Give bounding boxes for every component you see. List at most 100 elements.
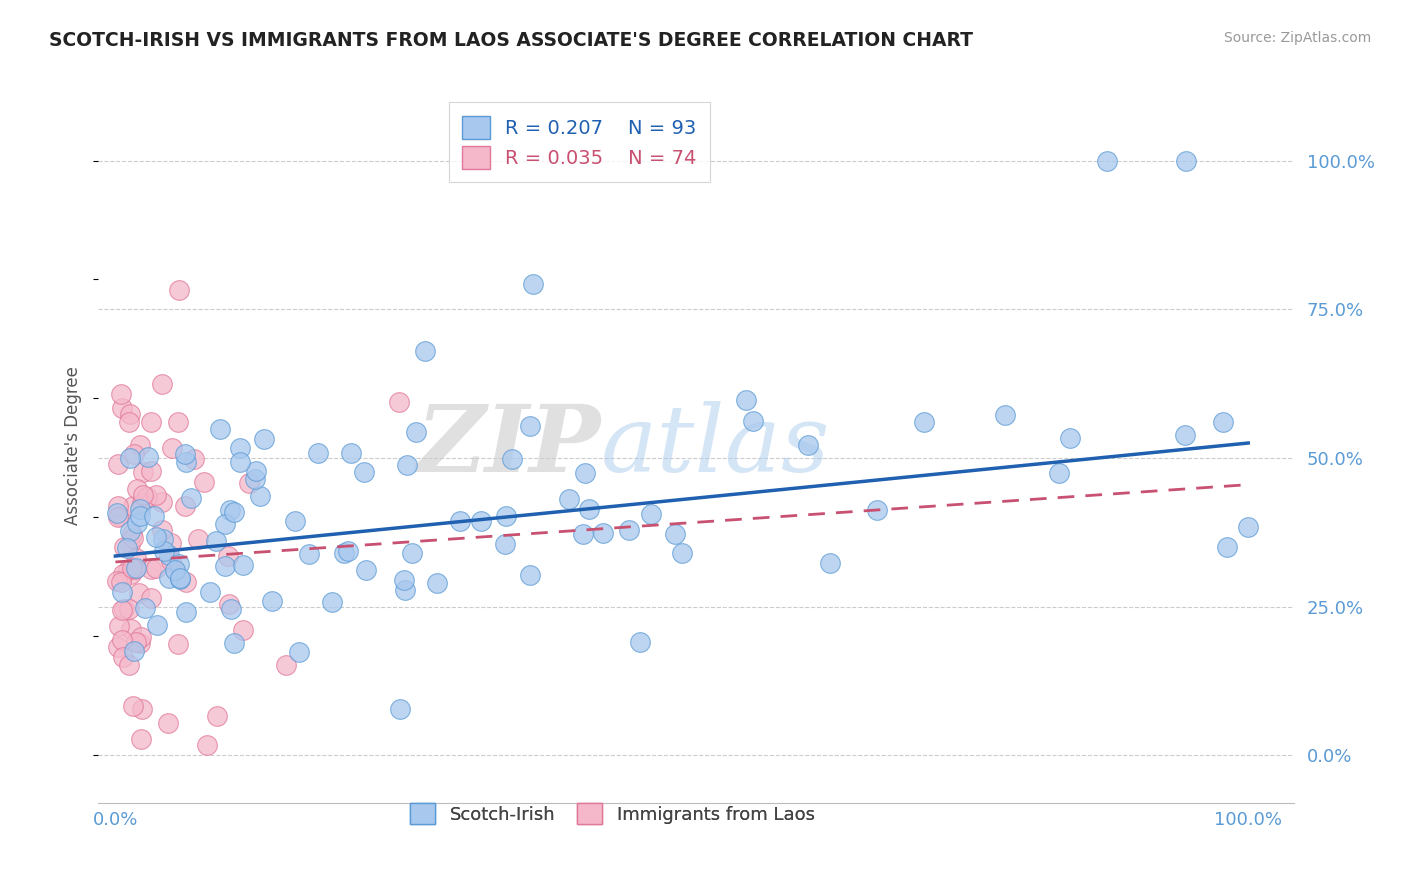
Point (131, 465, 153, 479)
Point (131, 496, 153, 510)
Point (107, 457, 129, 471)
Point (124, 561, 146, 575)
Point (167, 637, 190, 651)
Point (111, 566, 134, 581)
Point (1215, 541, 1237, 555)
Point (141, 591, 163, 605)
Point (238, 475, 260, 490)
Point (122, 447, 145, 461)
Point (166, 415, 188, 429)
Point (136, 450, 159, 464)
Point (558, 491, 581, 506)
Point (245, 472, 267, 486)
Point (145, 618, 167, 632)
Point (157, 571, 180, 585)
Point (394, 573, 416, 587)
Point (276, 657, 298, 672)
Point (217, 549, 239, 563)
Point (401, 546, 423, 560)
Text: atlas: atlas (600, 401, 830, 491)
Point (494, 537, 516, 551)
Point (163, 563, 186, 577)
Point (284, 514, 307, 528)
Point (163, 563, 186, 577)
Point (128, 585, 150, 599)
Point (818, 557, 841, 571)
Point (174, 575, 197, 590)
Point (388, 395, 411, 409)
Point (495, 508, 517, 523)
Point (232, 623, 254, 637)
Point (628, 635, 651, 649)
Point (307, 445, 329, 459)
Point (131, 702, 153, 716)
Point (219, 503, 242, 517)
Point (139, 464, 162, 478)
Point (167, 557, 190, 571)
Point (232, 558, 254, 573)
Point (120, 537, 142, 551)
Point (222, 504, 245, 518)
Point (111, 632, 134, 647)
Point (129, 636, 152, 650)
Point (297, 547, 319, 561)
Text: SCOTCH-IRISH VS IMMIGRANTS FROM LAOS ASSOCIATE'S DEGREE CORRELATION CHART: SCOTCH-IRISH VS IMMIGRANTS FROM LAOS ASS… (49, 31, 973, 50)
Point (125, 561, 148, 575)
Point (742, 414, 765, 428)
Point (121, 561, 143, 575)
Point (866, 502, 889, 516)
Point (174, 455, 197, 469)
Text: Source: ZipAtlas.com: Source: ZipAtlas.com (1223, 31, 1371, 45)
Point (253, 432, 276, 446)
Point (136, 490, 159, 504)
Point (249, 489, 271, 503)
Point (118, 415, 141, 429)
Point (150, 495, 173, 509)
Point (1212, 415, 1234, 429)
Point (288, 645, 311, 659)
Point (125, 550, 148, 565)
Point (260, 593, 283, 607)
Y-axis label: Associate's Degree: Associate's Degree (65, 367, 83, 525)
Point (321, 595, 343, 609)
Point (107, 640, 129, 655)
Point (413, 344, 436, 359)
Point (204, 533, 226, 548)
Point (522, 277, 544, 291)
Point (122, 499, 145, 513)
Point (173, 499, 195, 513)
Point (107, 509, 129, 524)
Point (735, 392, 758, 407)
Text: ZIP: ZIP (416, 401, 600, 491)
Point (1047, 467, 1070, 481)
Point (150, 524, 173, 538)
Point (519, 418, 541, 433)
Point (107, 618, 129, 632)
Point (207, 709, 229, 723)
Point (112, 602, 135, 616)
Point (107, 499, 129, 513)
Point (108, 509, 131, 524)
Point (200, 584, 222, 599)
Point (222, 636, 245, 650)
Point (145, 529, 167, 543)
Point (572, 526, 595, 541)
Point (169, 571, 191, 585)
Point (353, 465, 375, 479)
Point (470, 514, 492, 528)
Point (105, 507, 128, 521)
Point (128, 508, 150, 523)
Point (180, 491, 202, 505)
Point (195, 738, 218, 752)
Point (129, 731, 152, 746)
Legend: Scotch-Irish, Immigrants from Laos: Scotch-Irish, Immigrants from Laos (398, 790, 827, 837)
Point (118, 408, 141, 422)
Point (169, 572, 191, 586)
Point (129, 502, 152, 516)
Point (139, 562, 162, 576)
Point (117, 563, 139, 577)
Point (156, 716, 179, 731)
Point (150, 377, 173, 392)
Point (1095, 153, 1118, 168)
Point (152, 543, 174, 558)
